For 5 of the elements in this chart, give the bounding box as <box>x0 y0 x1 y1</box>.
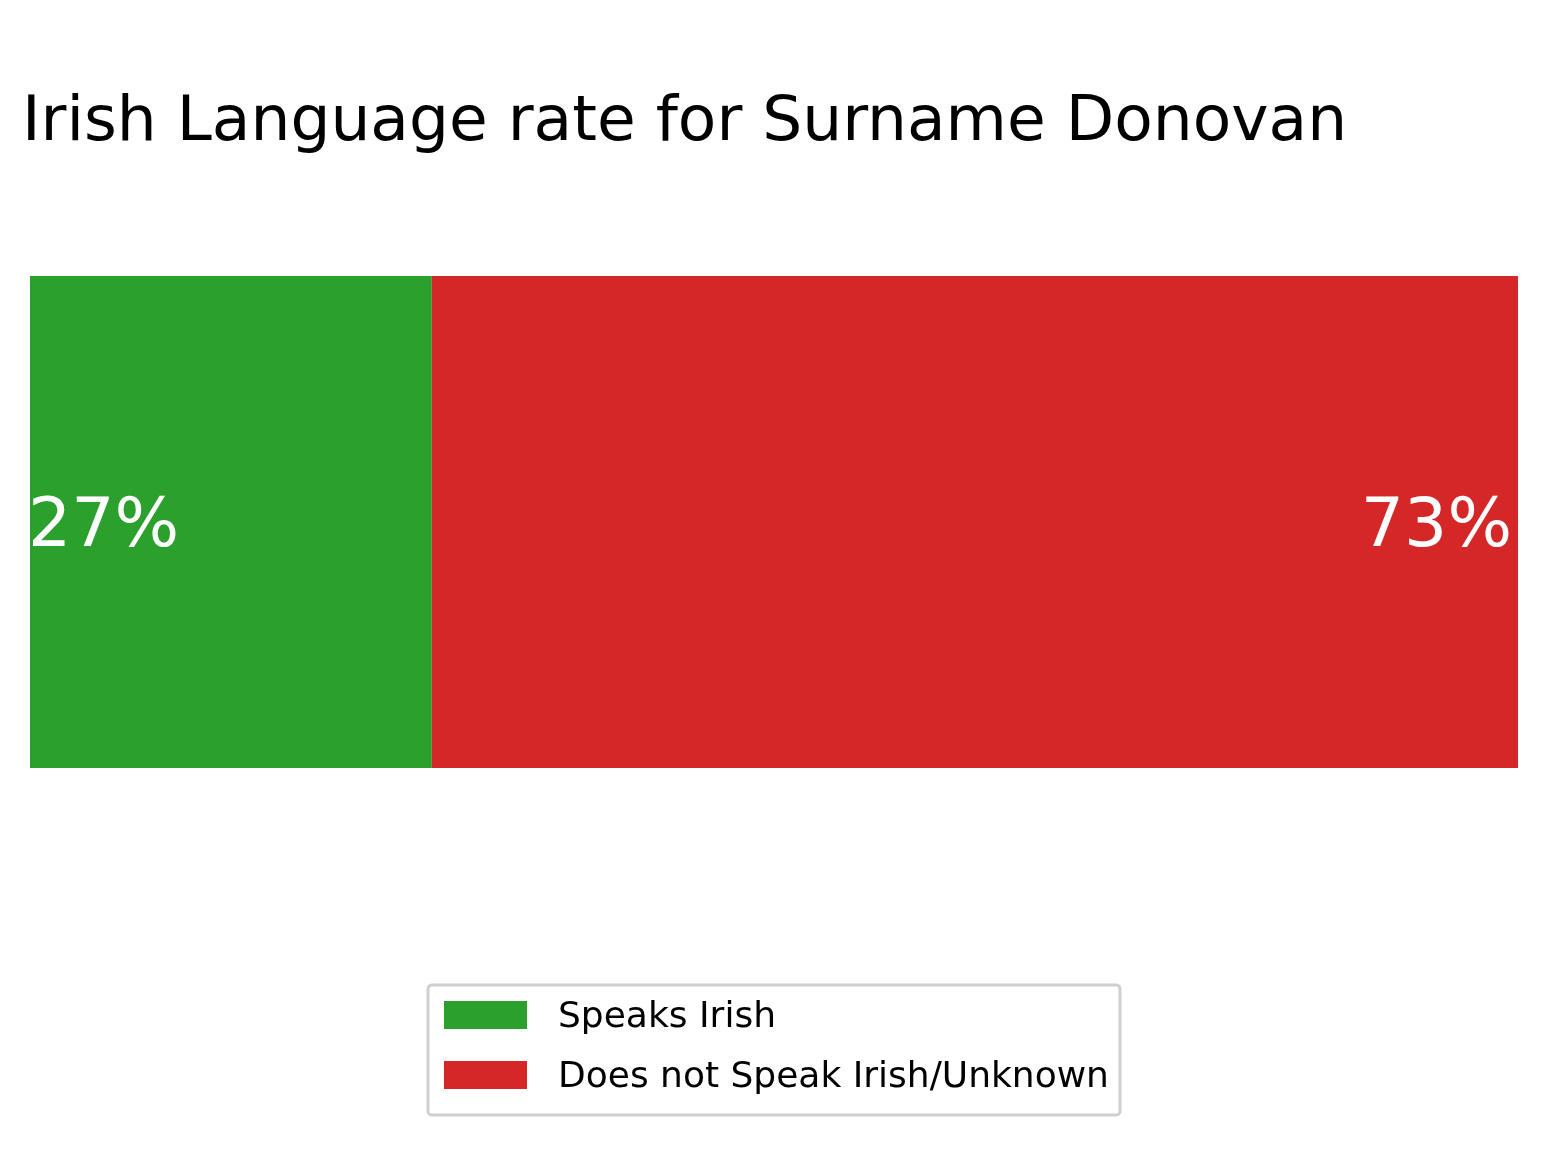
data-label: 73% <box>1360 483 1512 562</box>
legend-label: Speaks Irish <box>558 994 776 1035</box>
legend-label: Does not Speak Irish/Unknown <box>558 1054 1109 1095</box>
data-label: 27% <box>28 483 180 562</box>
chart-title: Irish Language rate for Surname Donovan <box>22 82 1348 155</box>
